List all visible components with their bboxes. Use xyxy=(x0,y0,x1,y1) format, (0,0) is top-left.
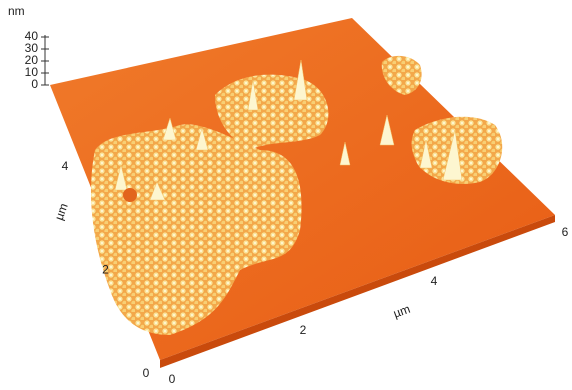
y-axis-unit: µm xyxy=(52,201,71,222)
y-tick-label: 4 xyxy=(62,159,69,173)
page: nm µm µm 4030201004200246 (() => { const… xyxy=(0,0,572,390)
z-tick-label: 0 xyxy=(31,77,38,91)
x-tick-label: 0 xyxy=(169,372,176,386)
pit xyxy=(123,188,137,202)
x-tick-label: 2 xyxy=(300,323,307,337)
afm-image: nm µm µm 4030201004200246 xyxy=(0,0,572,390)
y-tick-label: 0 xyxy=(143,366,150,380)
y-tick-label: 2 xyxy=(102,263,109,277)
z-axis-unit: nm xyxy=(8,4,25,18)
x-tick-label: 4 xyxy=(431,274,438,288)
x-axis-unit: µm xyxy=(391,302,412,321)
x-tick-label: 6 xyxy=(562,225,569,239)
